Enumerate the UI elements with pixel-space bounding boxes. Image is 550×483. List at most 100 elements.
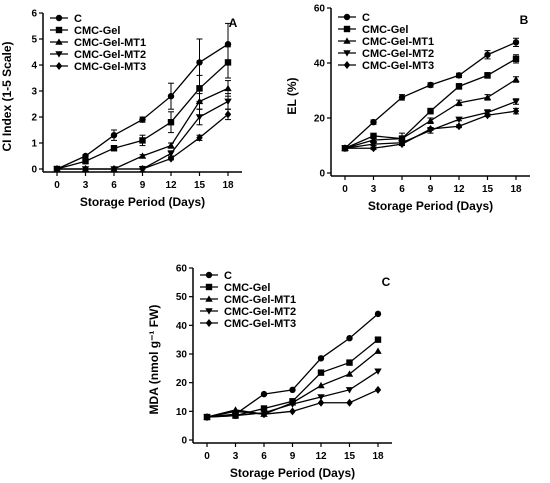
legend-label: CMC-Gel-MT2 — [74, 49, 146, 61]
legend-label: CMC-Gel — [224, 282, 270, 294]
data-point — [374, 385, 382, 394]
x-tick-label: 12 — [453, 184, 465, 195]
x-tick-label: 0 — [54, 180, 60, 191]
series-cmc-gel-mt3 — [203, 385, 382, 422]
data-point — [167, 141, 175, 149]
legend-label: CMC-Gel-MT3 — [74, 61, 146, 73]
x-tick-label: 6 — [261, 451, 267, 462]
legend-marker — [55, 14, 63, 22]
data-point — [346, 359, 353, 366]
chart-panel-c: 0 10 20 30 40 50 60 0 3 6 9 12 15 18 Storage Period (D… — [147, 264, 392, 480]
data-point — [196, 59, 203, 66]
legend-label: CMC-Gel-MT2 — [224, 306, 296, 318]
data-point — [167, 93, 175, 100]
data-point — [512, 75, 520, 83]
data-point — [317, 369, 325, 376]
data-point — [138, 152, 147, 159]
x-tick-label: 3 — [83, 180, 89, 191]
legend-marker — [55, 62, 63, 70]
y-tick-label: 6 — [31, 9, 37, 20]
legend-marker — [205, 319, 213, 327]
data-point — [346, 398, 353, 407]
data-point — [455, 116, 463, 124]
data-point — [374, 336, 382, 343]
x-tick-label: 18 — [510, 184, 522, 195]
series-cmc-gel — [53, 46, 232, 173]
x-axis-label: Storage Period (Days) — [230, 466, 355, 480]
data-point — [139, 165, 146, 173]
data-point — [53, 165, 61, 173]
data-point — [370, 144, 377, 153]
data-point — [231, 412, 240, 420]
data-point — [195, 97, 204, 105]
data-point — [203, 413, 211, 422]
legend-marker — [205, 295, 213, 302]
data-point — [139, 116, 146, 123]
data-point — [167, 119, 175, 126]
legend-marker — [55, 38, 63, 45]
y-axis-label: MDA (nmol g⁻¹ FW) — [147, 305, 161, 415]
data-point — [195, 114, 204, 121]
data-point — [370, 118, 377, 126]
legend-label: CMC-Gel-MT2 — [362, 48, 434, 60]
y-tick-label: 0 — [319, 169, 325, 180]
x-tick-label: 6 — [111, 180, 117, 191]
data-point — [484, 72, 491, 79]
legend-marker — [205, 271, 213, 279]
data-point — [484, 111, 491, 120]
data-point — [374, 368, 382, 375]
y-tick-label: 10 — [176, 407, 188, 418]
x-tick-label: 9 — [290, 451, 296, 462]
data-point — [196, 133, 203, 142]
legend-label: CMC-Gel — [74, 25, 120, 37]
y-axis-label: EL (%) — [285, 77, 299, 114]
legend-marker — [343, 37, 351, 44]
legend-label: CMC-Gel-MT1 — [362, 36, 434, 48]
data-point — [110, 165, 118, 173]
data-point — [369, 136, 378, 143]
legend-label: CMC-Gel-MT1 — [224, 294, 296, 306]
data-point — [427, 107, 434, 115]
legend-marker — [205, 283, 213, 291]
data-point — [512, 107, 520, 116]
data-point — [455, 72, 463, 79]
series-c — [53, 22, 232, 173]
x-tick-label: 9 — [140, 180, 146, 191]
data-point — [110, 145, 118, 152]
x-tick-label: 6 — [399, 184, 405, 195]
x-axis-label: Storage Period (Days) — [80, 195, 205, 209]
data-point — [110, 132, 118, 139]
x-tick-label: 0 — [204, 451, 210, 462]
data-point — [455, 83, 463, 90]
data-point — [512, 55, 520, 63]
data-point — [289, 407, 296, 416]
y-tick-label: 20 — [176, 378, 188, 389]
data-point — [484, 51, 491, 58]
data-point — [82, 165, 89, 173]
data-point — [317, 398, 325, 407]
data-point — [224, 84, 232, 92]
data-point — [260, 390, 268, 398]
x-axis-label: Storage Period (Days) — [368, 199, 493, 213]
legend-label: C — [74, 13, 82, 25]
data-point — [260, 410, 268, 419]
data-point — [167, 154, 175, 163]
data-point — [224, 110, 232, 119]
data-point — [398, 134, 406, 142]
x-tick-label: 12 — [165, 180, 177, 191]
panel-letter: C — [382, 275, 391, 289]
data-point — [374, 347, 382, 354]
data-point — [82, 158, 89, 165]
data-point — [345, 387, 354, 394]
data-point — [224, 59, 232, 66]
series-cmc-gel-mt1 — [341, 75, 520, 151]
data-point — [512, 39, 520, 46]
panel-letter: B — [520, 13, 529, 27]
data-point — [196, 85, 203, 92]
data-point — [288, 401, 297, 408]
data-point — [317, 394, 325, 401]
y-tick-label: 50 — [176, 292, 188, 303]
data-point — [346, 335, 353, 342]
